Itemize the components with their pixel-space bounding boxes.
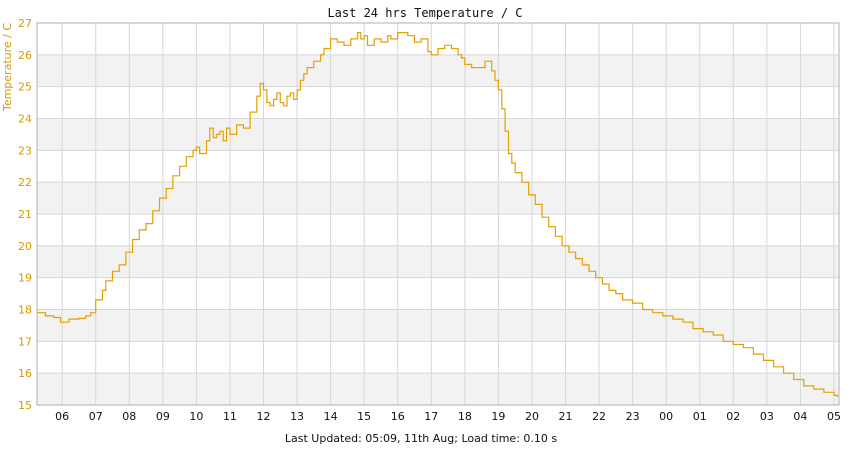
y-tick-label: 24: [18, 113, 32, 126]
x-tick-label: 03: [760, 410, 774, 423]
y-tick-label: 25: [18, 81, 32, 94]
y-tick-label: 23: [18, 144, 32, 157]
plot-band: [37, 309, 839, 342]
x-tick-label: 07: [89, 410, 103, 423]
x-tick-label: 08: [122, 410, 136, 423]
plot-bands: [37, 54, 839, 405]
plot-band: [37, 54, 839, 87]
x-tick-label: 18: [458, 410, 472, 423]
y-tick-label: 17: [18, 335, 32, 348]
y-axis-label: Temperature / C: [1, 23, 14, 112]
x-tick-label: 23: [626, 410, 640, 423]
x-tick-label: 13: [290, 410, 304, 423]
x-tick-label: 15: [357, 410, 371, 423]
x-tick-label: 21: [559, 410, 573, 423]
x-tick-label: 19: [491, 410, 505, 423]
x-tick-label: 16: [391, 410, 405, 423]
plot-band: [37, 373, 839, 405]
y-tick-label: 27: [18, 17, 32, 30]
x-tick-label: 10: [189, 410, 203, 423]
plot-band: [37, 182, 839, 214]
y-tick-label: 22: [18, 176, 32, 189]
x-tick-label: 05: [827, 410, 841, 423]
y-tick-labels: 15 16 17 18 19 20 21 22 23 24 25 26 27: [18, 17, 32, 412]
y-tick-label: 16: [18, 367, 32, 380]
y-tick-label: 20: [18, 240, 32, 253]
y-tick-label: 21: [18, 208, 32, 221]
x-tick-label: 12: [257, 410, 271, 423]
x-tick-label: 11: [223, 410, 237, 423]
x-tick-label: 00: [659, 410, 673, 423]
plot-band: [37, 118, 839, 151]
y-tick-label: 19: [18, 272, 32, 285]
footer-status: Last Updated: 05:09, 11th Aug; Load time…: [285, 432, 558, 445]
x-tick-label: 14: [324, 410, 338, 423]
x-tick-label: 04: [793, 410, 807, 423]
y-tick-label: 15: [18, 399, 32, 412]
x-tick-label: 09: [156, 410, 170, 423]
plot-frame: [36, 22, 840, 406]
temperature-series-line: [37, 31, 838, 397]
plot-band: [37, 245, 839, 278]
x-tick-label: 20: [525, 410, 539, 423]
x-tick-label: 22: [592, 410, 606, 423]
x-tick-label: 17: [424, 410, 438, 423]
x-tick-label: 01: [693, 410, 707, 423]
y-tick-label: 26: [18, 49, 32, 62]
x-tick-labels: 06 07 08 09 10 11 12 13 14 15 16 17 18 19 20 21 22 23 00 01…: [55, 410, 841, 423]
y-tick-label: 18: [18, 304, 32, 317]
x-tick-label: 06: [55, 410, 69, 423]
chart-title: Last 24 hrs Temperature / C: [327, 6, 522, 20]
x-tick-label: 02: [726, 410, 740, 423]
